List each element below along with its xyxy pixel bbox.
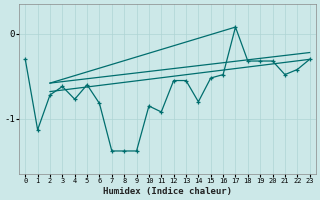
X-axis label: Humidex (Indice chaleur): Humidex (Indice chaleur)	[103, 187, 232, 196]
